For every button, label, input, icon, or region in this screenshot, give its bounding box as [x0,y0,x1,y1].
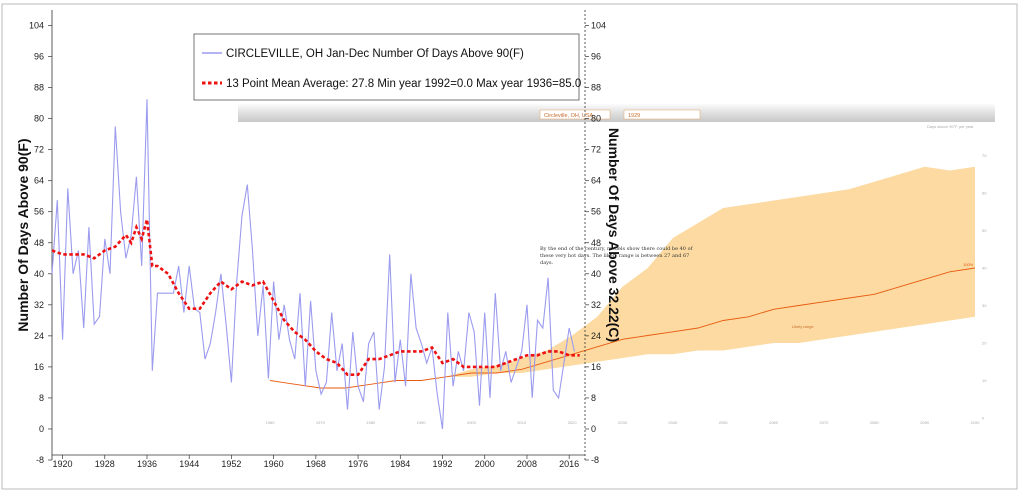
y-tick-label: 24 [34,331,44,341]
y-tick-label: 104 [29,21,44,31]
overlay-x-tick-label: 1980 [366,420,376,425]
right-y-tick-label: 104 [591,21,606,31]
x-tick-label: 1944 [179,459,199,469]
overlay-x-tick-label: 1960 [266,420,276,425]
right-y-tick-label: 40 [591,269,601,279]
y-tick-label: 56 [34,207,44,217]
overlay-y-tick-label: 70 [982,153,987,158]
location-field-text: Circleville, OH, USA [544,113,594,119]
overlay-y-tick-label: 50 [982,228,987,233]
y-tick-label: 72 [34,145,44,155]
y-tick-label: 8 [39,393,44,403]
right-y-tick-label: 48 [591,238,601,248]
y-tick-label: -8 [36,455,44,465]
projection-overlay: Circleville, OH, USA 1929 Days above 90°… [238,103,995,425]
x-tick-label: 1968 [306,459,326,469]
year-field-text: 1929 [628,113,640,119]
right-y-tick-label: 24 [591,331,601,341]
overlay-x-tick-label: 2000 [467,420,477,425]
overlay-x-tick-label: 2030 [618,420,628,425]
overlay-x-tick-label: 2100 [971,420,981,425]
overlay-y-tick-label: 20 [982,341,987,346]
left-y-axis-title: Number Of Days Above 90(F) [15,138,31,331]
overlay-x-tick-label: 1990 [417,420,427,425]
year-field[interactable] [623,109,701,120]
x-ticks: 1920 1928 1936 1944 1952 1960 1968 1976 1984 1992… [53,455,579,469]
y-tick-label: 48 [34,238,44,248]
x-tick-label: 1920 [53,459,73,469]
x-tick-label: 1936 [137,459,157,469]
right-y-tick-label: 96 [591,52,601,62]
overlay-y-tick-label: 30 [982,303,987,308]
right-y-tick-label: 8 [591,393,596,403]
main-chart: -8 0 8 16 24 32 40 48 56 64 72 80 88 96 104 -8 0 8 16 24 32… [15,10,622,469]
right-y-tick-label: -8 [591,455,599,465]
y-tick-label: 32 [34,300,44,310]
x-tick-label: 1952 [221,459,241,469]
legend-label-raw: CIRCLEVILLE, OH Jan-Dec Number Of Days A… [226,48,524,60]
likely-range-label: Likely range [792,324,814,329]
legend-box [193,33,580,101]
overlay-x-tick-label: 2060 [769,420,779,425]
x-tick-label: 1928 [95,459,115,469]
overlay-x-tick-label: 2050 [719,420,729,425]
raw-series-line [51,99,575,430]
overlay-header-bar [238,103,995,122]
likely-range-band [270,166,975,388]
overlay-y-tick-label: 40 [982,266,987,271]
right-y-ticks: -8 0 8 16 24 32 40 48 56 64 72 80 88 96 104 [585,21,606,465]
right-y-axis-title: Number Of Days Above 32.22(C) [606,128,622,342]
x-tick-label: 2008 [517,459,537,469]
right-y-tick-label: 80 [591,114,601,124]
right-y-tick-label: 16 [591,362,601,372]
mean-series-line [51,219,580,377]
overlay-x-tick-label: 2040 [668,420,678,425]
x-tick-label: 1984 [390,459,410,469]
overlay-annotation-text: By the end of the century, models show t… [540,246,693,266]
x-tick-label: 1976 [348,459,368,469]
right-y-tick-label: 0 [591,424,596,434]
location-field[interactable] [539,109,611,120]
overlay-x-ticks: 1960 1970 1980 1990 2000 2010 2020 2030 2040 2050… [266,420,981,425]
overlay-x-tick-label: 2070 [819,420,829,425]
y-tick-label: 64 [34,176,44,186]
projection-line [269,267,976,389]
overlay-annotation: By the end of the century, models show t… [540,246,693,266]
legend-label-mean: 13 Point Mean Average: 27.8 Min year 199… [226,78,581,90]
right-y-tick-label: 64 [591,176,601,186]
legend: CIRCLEVILLE, OH Jan-Dec Number Of Days A… [193,33,581,101]
x-tick-label: 1992 [432,459,452,469]
overlay-x-tick-label: 2090 [920,420,930,425]
y-tick-label: 16 [34,362,44,372]
overlay-x-tick-label: 1970 [316,420,326,425]
y-tick-label: 96 [34,52,44,62]
overlay-y-tick-label: 10 [982,378,987,383]
y-tick-label: 80 [34,114,44,124]
overlay-x-tick-label: 2020 [568,420,578,425]
overlay-x-tick-label: 2010 [517,420,527,425]
x-tick-label: 2016 [559,459,579,469]
right-y-tick-label: 56 [591,207,601,217]
overlay-x-tick-label: 2080 [870,420,880,425]
y-tick-label: 0 [39,424,44,434]
projection-line-label: 100% [963,262,974,267]
right-y-tick-label: 88 [591,83,601,93]
overlay-y-tick-label: 60 [982,191,987,196]
overlay-header-right-text: Days above 90°F per year [927,124,974,129]
left-y-ticks: -8 0 8 16 24 32 40 48 56 64 72 80 88 96 104 [29,21,52,465]
y-tick-label: 40 [34,269,44,279]
x-tick-label: 1960 [264,459,284,469]
y-tick-label: 88 [34,83,44,93]
right-y-tick-label: 32 [591,300,601,310]
x-tick-label: 2000 [475,459,495,469]
right-y-tick-label: 72 [591,145,601,155]
overlay-y-tick-label: 0 [982,416,985,421]
overlay-y-ticks: 0 10 20 30 40 50 60 70 [982,153,987,421]
